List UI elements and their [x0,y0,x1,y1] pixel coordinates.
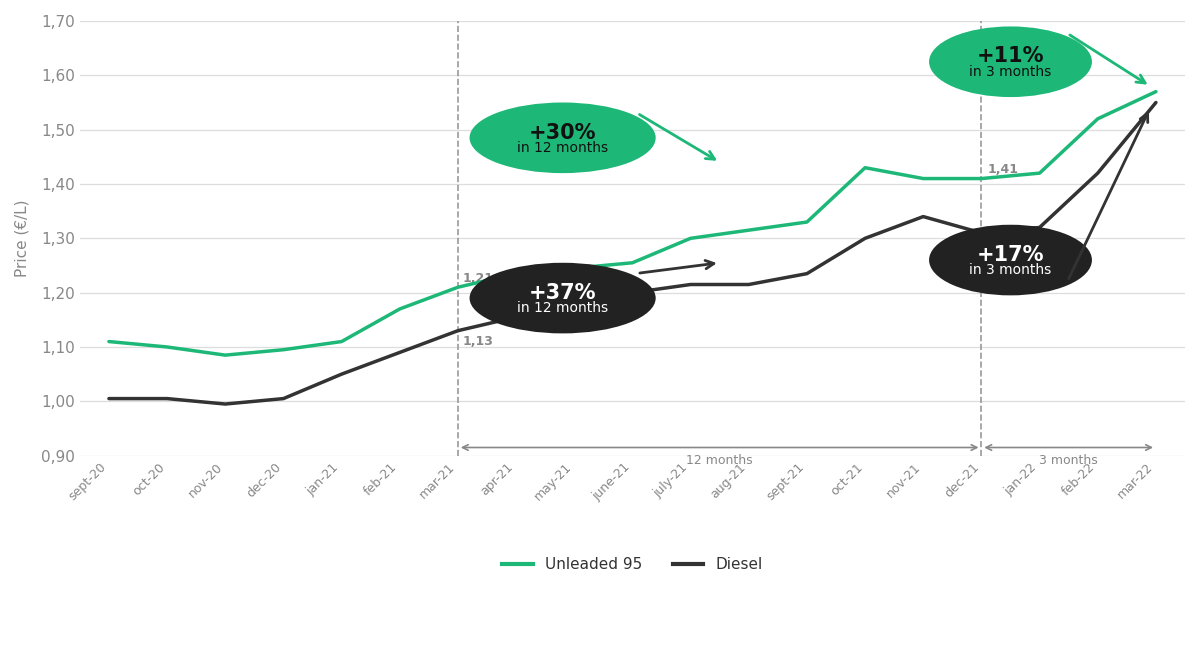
Text: +17%: +17% [977,245,1044,265]
Text: in 3 months: in 3 months [970,263,1051,277]
Text: in 3 months: in 3 months [970,65,1051,79]
Ellipse shape [469,103,655,173]
Text: +30%: +30% [529,122,596,142]
Ellipse shape [469,263,655,333]
Text: 12 months: 12 months [686,454,752,467]
Text: in 12 months: in 12 months [517,301,608,315]
Text: in 12 months: in 12 months [517,140,608,155]
Text: +37%: +37% [529,283,596,303]
Text: +11%: +11% [977,46,1044,67]
Text: 1,41: 1,41 [988,163,1019,176]
Ellipse shape [929,26,1092,97]
Legend: Unleaded 95, Diesel: Unleaded 95, Diesel [496,551,769,579]
Text: 1,31: 1,31 [988,236,1018,249]
Ellipse shape [929,224,1092,296]
Y-axis label: Price (€/L): Price (€/L) [14,200,30,277]
Text: 3 months: 3 months [1039,454,1098,467]
Text: 1,13: 1,13 [462,335,493,348]
Text: 1,21: 1,21 [462,271,493,284]
